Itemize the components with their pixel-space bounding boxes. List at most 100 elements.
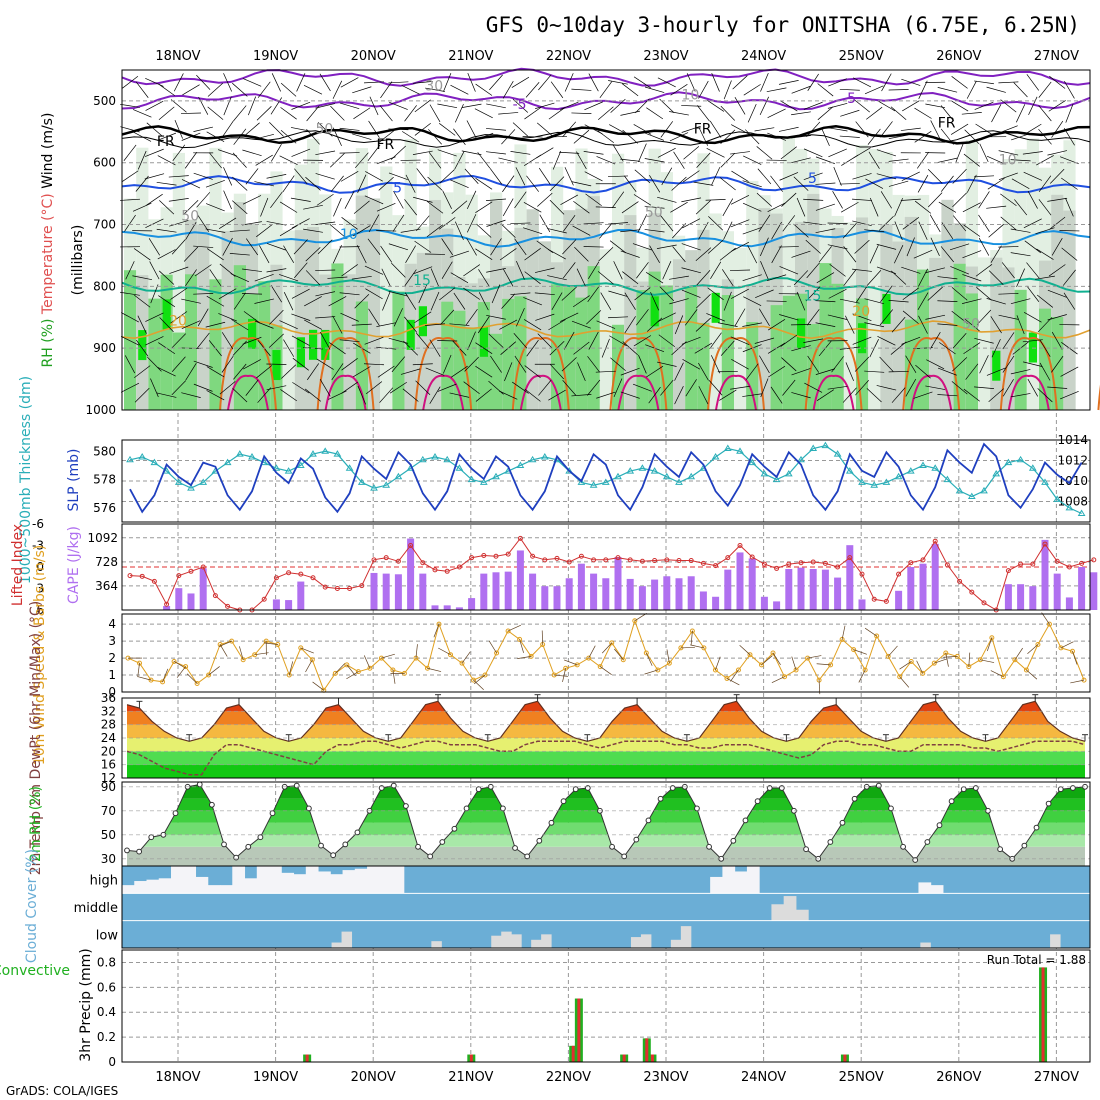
temp-tick-label: 28 <box>101 718 116 732</box>
wind-barb <box>331 363 344 381</box>
wind-barb <box>1051 331 1063 350</box>
wind-barb <box>966 80 977 99</box>
rh-band-mid <box>892 241 905 410</box>
slp-ylabel: SLP (mb) <box>66 448 82 511</box>
wind-barb <box>963 388 980 402</box>
wind-barb <box>1022 339 1043 343</box>
wind-barb <box>905 355 917 373</box>
wind-barb <box>365 381 383 395</box>
wind-barb <box>1024 123 1042 135</box>
wind-speed-point <box>770 650 776 656</box>
thickness-point <box>1053 495 1062 502</box>
wind-barb <box>255 154 273 166</box>
wind-barb <box>223 167 233 186</box>
wind-barb <box>1048 100 1066 112</box>
li-point <box>591 557 597 563</box>
wind-barb <box>478 292 489 311</box>
date-label-bottom: 24NOV <box>741 1070 786 1085</box>
cloud-bar-low <box>920 942 931 948</box>
wind-barb <box>1036 294 1054 308</box>
thickness-point <box>235 450 244 457</box>
wind-barb-10m <box>162 668 169 682</box>
wind-barb <box>1027 378 1039 397</box>
wind-barb <box>803 101 823 110</box>
wind-speed-point <box>712 667 718 673</box>
wind-speed-point <box>609 640 615 646</box>
panel-frames <box>121 69 1091 1063</box>
wind-barb <box>576 151 587 170</box>
li-point <box>627 557 633 563</box>
wind-barb <box>491 284 501 304</box>
wind-barb <box>513 333 528 349</box>
wind-barb <box>771 221 782 240</box>
wind-barb <box>649 245 660 264</box>
wind-barb <box>876 243 897 250</box>
wind-barb <box>332 127 342 146</box>
wind-barb <box>854 356 870 372</box>
wind-barb <box>888 134 909 140</box>
wind-barb <box>742 322 763 327</box>
wind-barb <box>574 246 589 262</box>
wind-barb <box>864 370 885 373</box>
wind-barb <box>206 248 224 261</box>
contour-label: 50 <box>315 122 333 138</box>
wind-barb <box>223 73 233 92</box>
wind-barb <box>770 175 783 192</box>
cape-bar <box>516 550 524 610</box>
wind-barb <box>815 182 836 185</box>
thickness-point <box>650 467 659 474</box>
wind-barb <box>622 341 638 356</box>
cape-bar <box>724 569 732 610</box>
wind-barb <box>478 269 490 287</box>
wind-barb-10m <box>934 658 948 664</box>
wind-barb <box>344 190 355 209</box>
wind-speed-point <box>183 664 189 670</box>
wind-barb <box>304 388 322 402</box>
wind-barb-10m <box>461 651 471 664</box>
wind-barb <box>136 339 149 357</box>
wind-barb <box>351 275 372 280</box>
wind-barb <box>453 128 466 145</box>
thickness-point <box>821 441 830 449</box>
wind-barb <box>866 388 882 403</box>
wind-barb <box>940 175 954 192</box>
wind-barb <box>291 313 311 321</box>
wind-barb <box>123 144 137 161</box>
rh-point <box>208 801 215 808</box>
slp-line <box>129 442 1083 514</box>
wind-barb <box>393 190 404 209</box>
wind-barb <box>206 131 225 142</box>
cape-bar <box>687 576 695 610</box>
wind-barb <box>233 105 247 122</box>
wind-barb <box>684 309 698 326</box>
li-point <box>652 558 658 564</box>
wind-speed-point <box>851 647 857 653</box>
wind-barb <box>243 359 261 370</box>
wind-speed-point <box>586 655 592 661</box>
wind-barb-10m <box>335 663 346 674</box>
cloud-bar-high <box>330 874 344 894</box>
wind-barb <box>402 388 419 402</box>
wind-barb <box>486 219 506 227</box>
wind-barb <box>368 214 380 233</box>
wind-barb <box>229 253 250 256</box>
wind-barb <box>465 308 478 326</box>
wind-barb <box>805 239 821 254</box>
rh-point <box>172 810 179 817</box>
li-point <box>212 593 218 599</box>
wind-barb <box>597 106 614 121</box>
wind-barb <box>281 364 297 379</box>
wind-barb <box>1016 268 1025 287</box>
wind-barb <box>587 285 600 303</box>
wind-barb <box>839 88 860 91</box>
wind-barb <box>134 294 151 308</box>
wind-barb <box>550 81 564 99</box>
wind-barb <box>791 368 811 376</box>
cloud-level-label: middle <box>74 901 118 916</box>
wind-barb <box>475 177 493 190</box>
thickness-point <box>296 461 305 468</box>
wind-barb-10m <box>739 645 751 655</box>
wind-barb <box>791 111 811 116</box>
dewpoint-line <box>126 740 1086 776</box>
contour-label: 10 <box>681 88 699 104</box>
